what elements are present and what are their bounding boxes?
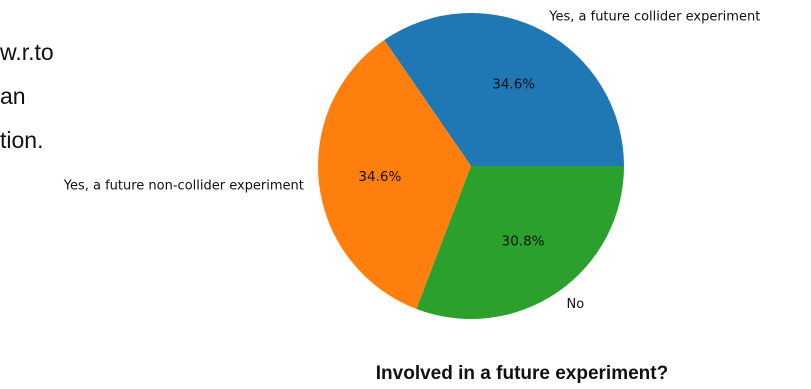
pie-slice-2 [318,40,471,309]
partial-left-text: w.r.to an tion. [0,30,54,162]
partial-text-line-3: tion. [0,127,44,153]
chart-title: Involved in a future experiment? [375,363,669,384]
pie-slice-3 [416,166,624,319]
pie-slice-3-percent-label: 30.8% [502,234,545,250]
pie-slice-2-percent-label: 34.6% [358,169,401,185]
pie-slice-1-category-label: Yes, a future collider experiment [548,10,760,25]
partial-text-line-2: an [0,83,26,109]
pie-slice-2-category-label: Yes, a future non-collider experiment [63,179,304,194]
pie-slice-1-percent-label: 34.6% [492,77,535,93]
pie-slice-1 [384,13,624,167]
pie-slice-3-category-label: No [566,297,584,312]
partial-text-line-1: w.r.to [0,39,54,65]
